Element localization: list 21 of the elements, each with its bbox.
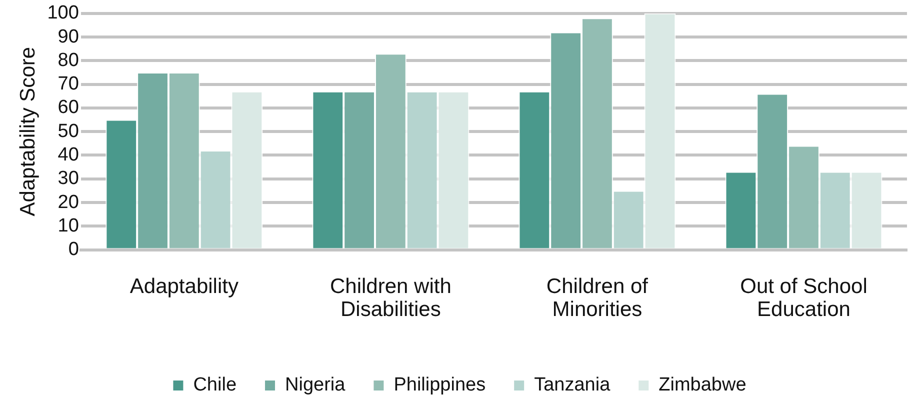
legend-label: Chile xyxy=(193,374,237,396)
y-tick-label: 80 xyxy=(58,50,79,71)
y-tick-label: 40 xyxy=(58,144,79,166)
y-tick-label: 100 xyxy=(47,2,79,24)
y-tick-label: 50 xyxy=(58,120,79,142)
y-tick-label: 10 xyxy=(58,215,79,236)
x-tick-label: Out of School Education xyxy=(740,275,868,322)
y-axis-title: Adaptability Score xyxy=(16,46,40,216)
legend-label: Zimbabwe xyxy=(658,374,746,396)
x-tick-label: Children of Minorities xyxy=(546,275,648,322)
x-tick-label: Adaptability xyxy=(130,275,239,298)
y-tick-label: 0 xyxy=(68,239,79,260)
legend-label: Philippines xyxy=(394,374,486,396)
legend-label: Tanzania xyxy=(534,374,611,396)
y-tick-label: 60 xyxy=(58,97,79,118)
x-tick-label: Children with Disabilities xyxy=(330,275,452,322)
y-tick-label: 30 xyxy=(58,168,79,190)
y-tick-label: 90 xyxy=(58,26,79,48)
y-tick-label: 20 xyxy=(58,192,79,213)
legend-label: Nigeria xyxy=(285,374,346,396)
y-tick-label: 70 xyxy=(58,74,79,95)
